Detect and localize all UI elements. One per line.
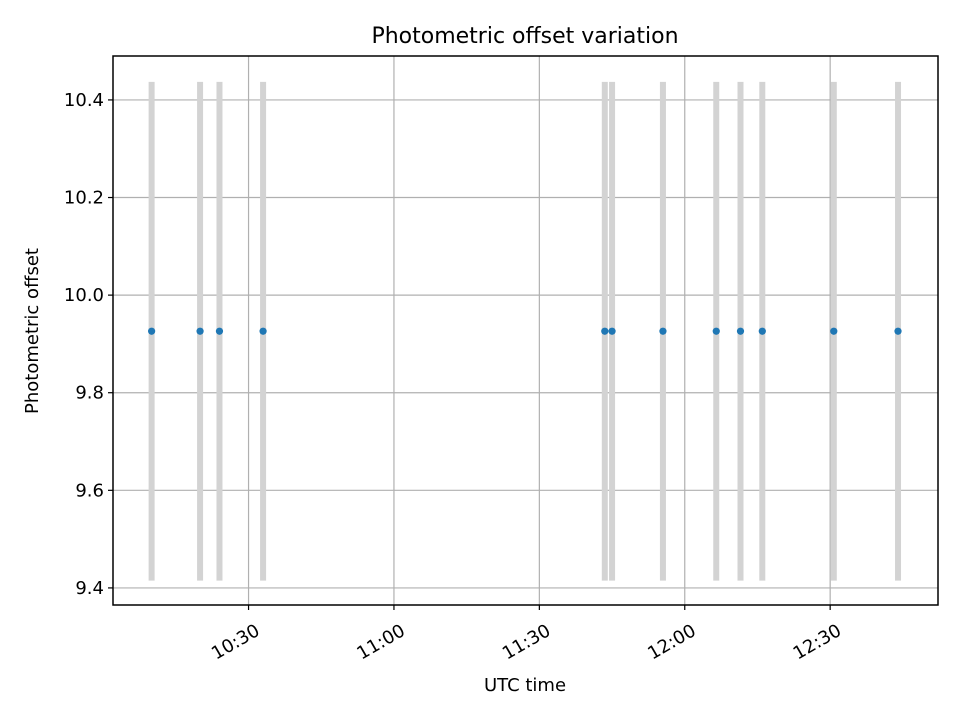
- grid-lines: [113, 56, 938, 605]
- data-point: [712, 327, 720, 335]
- data-point: [736, 327, 745, 335]
- chart-title: Photometric offset variation: [371, 24, 678, 49]
- data-point: [601, 327, 609, 335]
- y-tick-label: 10.0: [64, 285, 104, 306]
- y-tick-label: 10.2: [64, 188, 104, 209]
- data-point: [215, 327, 224, 335]
- y-tick-label: 9.8: [75, 383, 104, 404]
- y-tick-label: 9.4: [75, 578, 104, 599]
- y-axis-ticks: 9.4 9.6 9.8 10.0 10.2 10.4: [64, 90, 113, 599]
- data-point: [196, 327, 204, 335]
- y-tick-label: 9.6: [75, 480, 104, 501]
- x-axis-label: UTC time: [484, 675, 566, 696]
- data-points: [148, 327, 902, 335]
- data-point: [659, 327, 667, 335]
- plot-frame: [112, 55, 939, 606]
- data-point: [894, 327, 902, 335]
- data-point: [259, 327, 267, 335]
- data-point: [148, 327, 156, 335]
- y-axis-label: Photometric offset: [22, 248, 43, 414]
- data-point: [830, 327, 838, 335]
- data-point: [608, 327, 616, 335]
- data-point: [758, 327, 766, 335]
- y-tick-label: 10.4: [64, 90, 104, 111]
